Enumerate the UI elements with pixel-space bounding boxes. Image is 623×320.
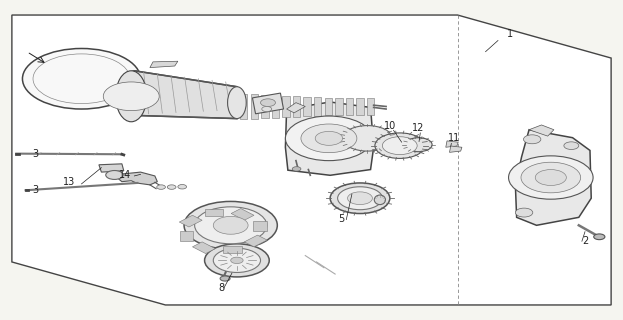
Circle shape (315, 131, 343, 145)
Circle shape (184, 201, 277, 249)
Bar (272, 95, 279, 118)
Circle shape (343, 125, 392, 151)
Polygon shape (99, 164, 124, 172)
Bar (240, 94, 247, 119)
Bar (179, 231, 193, 241)
Ellipse shape (122, 71, 147, 116)
Bar (356, 98, 364, 115)
Text: 14: 14 (119, 170, 131, 180)
Circle shape (260, 99, 275, 107)
Circle shape (220, 276, 230, 281)
Bar (253, 221, 267, 231)
Circle shape (262, 107, 272, 112)
Text: 3: 3 (32, 149, 38, 159)
Bar (231, 209, 254, 220)
Bar (293, 96, 300, 117)
Text: 2: 2 (582, 236, 588, 246)
Circle shape (106, 171, 123, 180)
Circle shape (292, 167, 301, 171)
Circle shape (383, 137, 417, 155)
Circle shape (168, 185, 176, 189)
Text: 3: 3 (32, 186, 38, 196)
Circle shape (521, 162, 581, 193)
Circle shape (508, 156, 593, 199)
Polygon shape (450, 146, 462, 152)
Circle shape (405, 138, 432, 152)
Circle shape (375, 133, 425, 158)
Circle shape (594, 234, 605, 240)
Text: 10: 10 (384, 121, 397, 131)
Ellipse shape (116, 71, 147, 122)
Text: 12: 12 (412, 123, 425, 133)
Circle shape (231, 257, 243, 264)
Circle shape (103, 82, 159, 111)
Text: 8: 8 (218, 283, 224, 292)
Ellipse shape (374, 195, 386, 204)
Polygon shape (446, 141, 458, 147)
Bar (325, 98, 332, 116)
Circle shape (330, 183, 390, 213)
Circle shape (157, 185, 166, 189)
Bar (367, 98, 374, 115)
Polygon shape (515, 130, 591, 225)
Ellipse shape (227, 87, 246, 119)
Polygon shape (252, 93, 283, 114)
Circle shape (535, 170, 566, 186)
Polygon shape (119, 172, 158, 185)
Bar (346, 98, 353, 115)
Bar (244, 235, 267, 247)
Circle shape (564, 142, 579, 149)
Polygon shape (287, 103, 305, 113)
Circle shape (213, 248, 260, 272)
Bar (335, 98, 343, 115)
Bar (193, 242, 216, 253)
Text: 5: 5 (338, 214, 345, 224)
Bar (314, 97, 321, 116)
Polygon shape (529, 125, 554, 136)
Circle shape (204, 244, 269, 277)
Circle shape (178, 185, 186, 189)
Circle shape (348, 192, 373, 204)
Circle shape (213, 216, 248, 234)
Bar (282, 96, 290, 117)
Circle shape (338, 187, 383, 210)
Circle shape (22, 49, 141, 109)
Circle shape (301, 124, 357, 153)
Circle shape (523, 135, 541, 144)
Polygon shape (150, 61, 178, 68)
Bar (204, 209, 223, 216)
Bar (303, 97, 311, 116)
Text: 11: 11 (449, 133, 460, 143)
Circle shape (194, 207, 267, 244)
Circle shape (515, 208, 533, 217)
Text: 1: 1 (507, 29, 513, 39)
Bar (223, 246, 242, 253)
Bar (179, 215, 202, 227)
Bar (261, 95, 269, 118)
Polygon shape (135, 71, 237, 119)
Text: 13: 13 (63, 178, 75, 188)
Polygon shape (285, 102, 374, 175)
Polygon shape (12, 15, 611, 305)
Bar (250, 94, 258, 119)
Circle shape (285, 116, 373, 161)
